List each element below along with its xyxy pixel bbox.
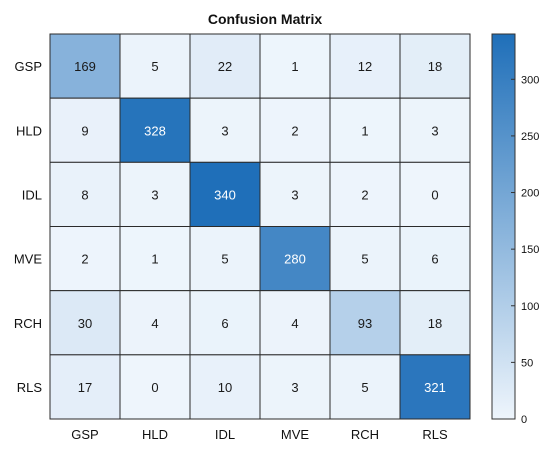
- cell-value-label: 0: [151, 380, 158, 395]
- cell-value-label: 3: [291, 380, 298, 395]
- cell-value-label: 93: [358, 316, 372, 331]
- cell-value-label: 328: [144, 123, 166, 138]
- cell-hld-rls: [399, 97, 471, 163]
- cell-value-label: 30: [78, 316, 92, 331]
- cell-rch-rch: [329, 290, 401, 356]
- colorbar: 0 50 100 150 200 250 300: [491, 33, 539, 426]
- cell-value-label: 22: [218, 59, 232, 74]
- cell-value-label: 2: [81, 252, 88, 267]
- row-label-hld: HLD: [16, 123, 42, 138]
- cell-value-label: 8: [81, 187, 88, 202]
- column-label-rls: RLS: [422, 427, 448, 442]
- cell-value-label: 321: [424, 380, 446, 395]
- cell-idl-rls: [399, 161, 471, 227]
- cell-value-label: 5: [151, 59, 158, 74]
- cell-value-label: 3: [221, 123, 228, 138]
- cell-value-label: 1: [361, 123, 368, 138]
- cell-value-label: 18: [428, 316, 442, 331]
- cell-mve-hld: [119, 226, 191, 292]
- cell-idl-idl: [189, 161, 261, 227]
- cell-hld-idl: [189, 97, 261, 163]
- cell-value-label: 280: [284, 252, 306, 267]
- colorbar-tick-label: 250: [521, 131, 539, 143]
- colorbar-tick-label: 300: [521, 74, 539, 86]
- colorbar-tick-label: 0: [521, 414, 527, 426]
- cell-value-label: 0: [431, 187, 438, 202]
- column-label-hld: HLD: [142, 427, 168, 442]
- cell-value-label: 17: [78, 380, 92, 395]
- cell-value-label: 1: [291, 59, 298, 74]
- cell-value-label: 4: [291, 316, 298, 331]
- colorbar-tick-label: 200: [521, 188, 539, 200]
- cell-value-label: 2: [361, 187, 368, 202]
- cell-value-label: 3: [151, 187, 158, 202]
- cell-rch-hld: [119, 290, 191, 356]
- cell-value-label: 12: [358, 59, 372, 74]
- cell-gsp-gsp: [49, 33, 121, 99]
- cell-mve-rls: [399, 226, 471, 292]
- cell-mve-gsp: [49, 226, 121, 292]
- cell-value-label: 6: [221, 316, 228, 331]
- cell-value-label: 2: [291, 123, 298, 138]
- cell-value-label: 10: [218, 380, 232, 395]
- cell-hld-hld: [119, 97, 191, 163]
- cell-hld-mve: [259, 97, 331, 163]
- row-labels: GSP HLD IDL MVE RCH RLS: [14, 59, 43, 395]
- cell-mve-mve: [259, 226, 331, 292]
- colorbar-tick-label: 150: [521, 244, 539, 256]
- cell-idl-rch: [329, 161, 401, 227]
- cell-value-label: 5: [361, 252, 368, 267]
- cell-mve-idl: [189, 226, 261, 292]
- colorbar-gradient: [491, 33, 516, 420]
- row-label-rch: RCH: [14, 316, 42, 331]
- row-label-mve: MVE: [14, 252, 43, 267]
- cell-value-label: 5: [221, 252, 228, 267]
- row-label-rls: RLS: [17, 380, 43, 395]
- cell-value-label: 169: [74, 59, 96, 74]
- cell-hld-gsp: [49, 97, 121, 163]
- row-label-gsp: GSP: [15, 59, 42, 74]
- chart-title: Confusion Matrix: [208, 11, 323, 27]
- cell-idl-mve: [259, 161, 331, 227]
- colorbar-tick-label: 50: [521, 357, 533, 369]
- heatmap-cells: 169 5 22 1 12 189 328 3 2 1 38 3 340 3 2 02 1 5 280 5 630 4 6 4…: [49, 33, 471, 420]
- cell-value-label: 6: [431, 252, 438, 267]
- cell-rch-gsp: [49, 290, 121, 356]
- cell-rch-rls: [399, 290, 471, 356]
- cell-gsp-hld: [119, 33, 191, 99]
- cell-gsp-idl: [189, 33, 261, 99]
- cell-mve-rch: [329, 226, 401, 292]
- cell-value-label: 3: [291, 187, 298, 202]
- column-label-idl: IDL: [215, 427, 235, 442]
- cell-value-label: 3: [431, 123, 438, 138]
- cell-idl-gsp: [49, 161, 121, 227]
- column-label-gsp: GSP: [71, 427, 98, 442]
- cell-value-label: 4: [151, 316, 158, 331]
- cell-rls-rch: [329, 354, 401, 420]
- cell-value-label: 5: [361, 380, 368, 395]
- cell-rls-gsp: [49, 354, 121, 420]
- cell-value-label: 9: [81, 123, 88, 138]
- row-label-idl: IDL: [22, 187, 42, 202]
- column-label-rch: RCH: [351, 427, 379, 442]
- cell-rls-rls: [399, 354, 471, 420]
- cell-rls-idl: [189, 354, 261, 420]
- colorbar-tick-label: 100: [521, 301, 539, 313]
- cell-value-label: 340: [214, 187, 236, 202]
- cell-value-label: 18: [428, 59, 442, 74]
- cell-idl-hld: [119, 161, 191, 227]
- cell-value-label: 1: [151, 252, 158, 267]
- column-label-mve: MVE: [281, 427, 310, 442]
- column-labels: GSP HLD IDL MVE RCH RLS: [71, 427, 448, 442]
